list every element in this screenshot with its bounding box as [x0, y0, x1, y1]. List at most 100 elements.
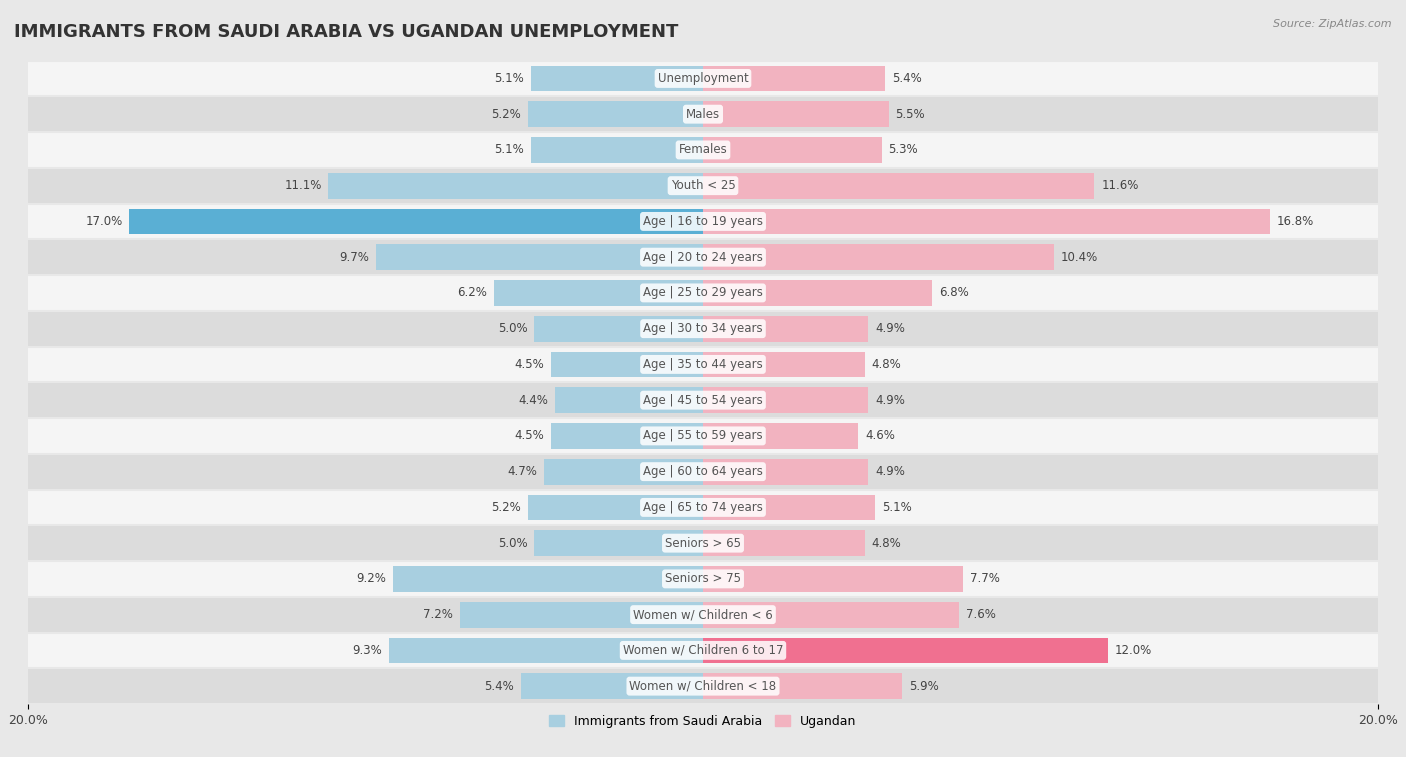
- Text: 12.0%: 12.0%: [1115, 644, 1152, 657]
- Text: 5.4%: 5.4%: [891, 72, 922, 85]
- Text: 5.0%: 5.0%: [498, 322, 527, 335]
- Bar: [389, 637, 703, 663]
- Bar: [28, 132, 1378, 168]
- Bar: [534, 316, 703, 341]
- Bar: [703, 637, 1108, 663]
- Text: Age | 35 to 44 years: Age | 35 to 44 years: [643, 358, 763, 371]
- Bar: [494, 280, 703, 306]
- Bar: [703, 602, 959, 628]
- Bar: [703, 101, 889, 127]
- Text: 6.8%: 6.8%: [939, 286, 969, 300]
- Text: 5.1%: 5.1%: [495, 143, 524, 157]
- Bar: [703, 280, 932, 306]
- Text: 5.2%: 5.2%: [491, 107, 520, 120]
- Text: 4.5%: 4.5%: [515, 358, 544, 371]
- Text: 5.9%: 5.9%: [908, 680, 939, 693]
- Bar: [703, 673, 903, 699]
- Text: Age | 65 to 74 years: Age | 65 to 74 years: [643, 501, 763, 514]
- Bar: [28, 61, 1378, 96]
- Bar: [554, 388, 703, 413]
- Bar: [531, 66, 703, 92]
- Bar: [534, 531, 703, 556]
- Bar: [703, 351, 865, 377]
- Text: 4.4%: 4.4%: [517, 394, 548, 407]
- Text: Age | 55 to 59 years: Age | 55 to 59 years: [643, 429, 763, 442]
- Text: Seniors > 75: Seniors > 75: [665, 572, 741, 585]
- Text: 10.4%: 10.4%: [1060, 251, 1098, 263]
- Bar: [531, 137, 703, 163]
- Text: 5.1%: 5.1%: [882, 501, 911, 514]
- Text: Women w/ Children < 6: Women w/ Children < 6: [633, 608, 773, 621]
- Bar: [544, 459, 703, 484]
- Text: 4.5%: 4.5%: [515, 429, 544, 442]
- Bar: [551, 351, 703, 377]
- Bar: [703, 459, 869, 484]
- Text: 9.3%: 9.3%: [353, 644, 382, 657]
- Bar: [703, 208, 1270, 235]
- Text: 5.5%: 5.5%: [896, 107, 925, 120]
- Text: 4.8%: 4.8%: [872, 537, 901, 550]
- Bar: [28, 418, 1378, 453]
- Text: 5.0%: 5.0%: [498, 537, 527, 550]
- Legend: Immigrants from Saudi Arabia, Ugandan: Immigrants from Saudi Arabia, Ugandan: [544, 710, 862, 733]
- Text: IMMIGRANTS FROM SAUDI ARABIA VS UGANDAN UNEMPLOYMENT: IMMIGRANTS FROM SAUDI ARABIA VS UGANDAN …: [14, 23, 679, 41]
- Text: Age | 16 to 19 years: Age | 16 to 19 years: [643, 215, 763, 228]
- Text: 5.1%: 5.1%: [495, 72, 524, 85]
- Bar: [28, 204, 1378, 239]
- Text: 11.1%: 11.1%: [284, 179, 322, 192]
- Bar: [28, 239, 1378, 275]
- Text: 16.8%: 16.8%: [1277, 215, 1313, 228]
- Bar: [129, 208, 703, 235]
- Bar: [28, 382, 1378, 418]
- Text: 4.7%: 4.7%: [508, 465, 537, 478]
- Bar: [460, 602, 703, 628]
- Bar: [28, 347, 1378, 382]
- Bar: [703, 316, 869, 341]
- Bar: [28, 275, 1378, 311]
- Text: 5.4%: 5.4%: [484, 680, 515, 693]
- Bar: [703, 173, 1094, 198]
- Bar: [520, 673, 703, 699]
- Text: Males: Males: [686, 107, 720, 120]
- Text: 4.8%: 4.8%: [872, 358, 901, 371]
- Bar: [392, 566, 703, 592]
- Text: Seniors > 65: Seniors > 65: [665, 537, 741, 550]
- Text: Women w/ Children < 18: Women w/ Children < 18: [630, 680, 776, 693]
- Text: Age | 30 to 34 years: Age | 30 to 34 years: [643, 322, 763, 335]
- Bar: [375, 245, 703, 270]
- Bar: [28, 561, 1378, 597]
- Text: 11.6%: 11.6%: [1101, 179, 1139, 192]
- Bar: [28, 96, 1378, 132]
- Bar: [703, 137, 882, 163]
- Text: 4.9%: 4.9%: [875, 394, 905, 407]
- Text: Females: Females: [679, 143, 727, 157]
- Text: Age | 60 to 64 years: Age | 60 to 64 years: [643, 465, 763, 478]
- Bar: [527, 101, 703, 127]
- Text: Age | 25 to 29 years: Age | 25 to 29 years: [643, 286, 763, 300]
- Bar: [329, 173, 703, 198]
- Bar: [28, 597, 1378, 633]
- Text: Age | 20 to 24 years: Age | 20 to 24 years: [643, 251, 763, 263]
- Bar: [703, 245, 1054, 270]
- Text: Unemployment: Unemployment: [658, 72, 748, 85]
- Text: 17.0%: 17.0%: [86, 215, 122, 228]
- Bar: [703, 388, 869, 413]
- Text: 9.2%: 9.2%: [356, 572, 385, 585]
- Bar: [703, 423, 858, 449]
- Text: Youth < 25: Youth < 25: [671, 179, 735, 192]
- Bar: [527, 494, 703, 520]
- Bar: [28, 525, 1378, 561]
- Text: 4.9%: 4.9%: [875, 465, 905, 478]
- Bar: [703, 66, 886, 92]
- Bar: [28, 168, 1378, 204]
- Bar: [551, 423, 703, 449]
- Text: 7.7%: 7.7%: [970, 572, 1000, 585]
- Bar: [28, 490, 1378, 525]
- Text: 4.6%: 4.6%: [865, 429, 894, 442]
- Text: 7.6%: 7.6%: [966, 608, 995, 621]
- Bar: [703, 494, 875, 520]
- Bar: [28, 453, 1378, 490]
- Bar: [703, 566, 963, 592]
- Text: 5.2%: 5.2%: [491, 501, 520, 514]
- Bar: [28, 633, 1378, 668]
